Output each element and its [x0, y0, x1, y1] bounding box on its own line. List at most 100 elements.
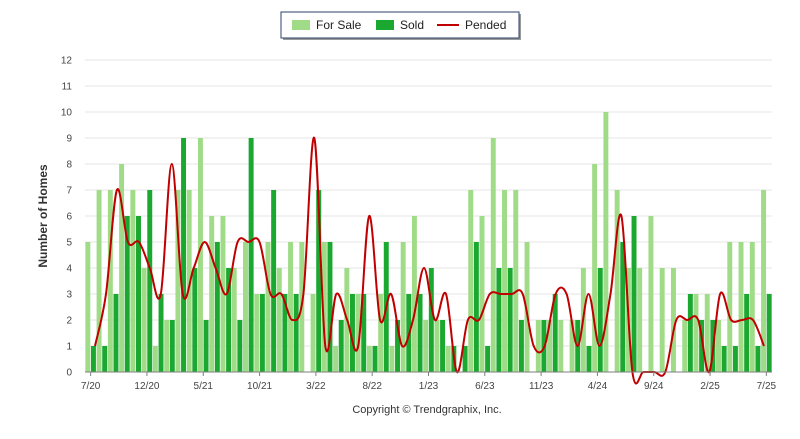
bar-sold — [113, 294, 119, 372]
y-tick-label: 2 — [66, 316, 72, 327]
y-axis-title: Number of Homes — [36, 164, 50, 268]
bar-sold — [327, 242, 333, 372]
bar-for-sale — [479, 216, 485, 372]
bar-sold — [496, 268, 502, 372]
y-tick-label: 12 — [61, 56, 73, 67]
bar-for-sale — [603, 112, 609, 372]
y-tick-label: 11 — [62, 82, 73, 93]
y-tick-label: 6 — [66, 212, 72, 223]
bar-sold — [699, 320, 705, 372]
bar-sold — [766, 294, 772, 372]
bar-for-sale — [265, 242, 271, 372]
bar-sold — [485, 346, 491, 372]
bar-sold — [282, 294, 288, 372]
bar-sold — [192, 268, 198, 372]
bar-sold — [755, 346, 761, 372]
bar-for-sale — [254, 294, 260, 372]
bar-for-sale — [716, 320, 721, 372]
bar-for-sale — [749, 242, 755, 372]
bar-for-sale — [400, 242, 406, 372]
bar-sold — [293, 294, 299, 372]
bar-sold — [631, 216, 637, 372]
y-tick-label: 5 — [66, 238, 72, 249]
bar-for-sale — [704, 294, 710, 372]
bar-for-sale — [682, 320, 688, 372]
bar-sold — [124, 216, 130, 372]
legend-box — [280, 11, 520, 39]
legend-label-sold: Sold — [400, 18, 424, 32]
bar-for-sale — [288, 242, 294, 372]
bar-sold — [248, 138, 254, 372]
bar-sold — [214, 242, 220, 372]
copyright-credit: Copyright © Trendgraphix, Inc. — [352, 404, 501, 416]
bar-for-sale — [738, 242, 744, 372]
x-tick-label: 4/24 — [588, 381, 608, 392]
bar-for-sale — [547, 320, 553, 372]
y-tick-label: 1 — [66, 342, 72, 353]
y-tick-label: 8 — [66, 160, 72, 171]
bar-for-sale — [85, 242, 91, 372]
bar-for-sale — [468, 190, 474, 372]
bar-for-sale — [209, 216, 215, 372]
bar-sold — [181, 138, 187, 372]
bar-sold — [102, 346, 108, 372]
bar-for-sale — [637, 268, 643, 372]
bar-for-sale — [220, 216, 226, 372]
bar-for-sale — [648, 216, 654, 372]
bar-sold — [158, 294, 164, 372]
bar-sold — [440, 320, 446, 372]
x-tick-label: 9/24 — [644, 381, 664, 392]
bar-for-sale — [445, 346, 451, 372]
bar-sold — [687, 294, 693, 372]
bar-sold — [169, 320, 175, 372]
x-tick-label: 2/25 — [700, 381, 720, 392]
bar-for-sale — [727, 242, 733, 372]
bar-for-sale — [186, 190, 192, 372]
bar-for-sale — [502, 190, 507, 372]
bar-for-sale — [670, 268, 676, 372]
bar-sold — [586, 346, 592, 372]
y-tick-label: 9 — [66, 134, 72, 145]
bar-series — [85, 112, 772, 372]
bar-sold — [395, 320, 401, 372]
legend-label-pended: Pended — [465, 18, 506, 32]
bar-for-sale — [197, 138, 203, 372]
bar-for-sale — [366, 346, 372, 372]
y-tick-label: 0 — [66, 368, 72, 379]
bar-for-sale — [659, 268, 665, 372]
bar-sold — [417, 294, 423, 372]
bar-sold — [428, 268, 434, 372]
bar-sold — [147, 190, 153, 372]
x-tick-label: 12/20 — [134, 381, 159, 392]
bar-for-sale — [434, 320, 440, 372]
bar-sold — [338, 320, 344, 372]
x-tick-label: 11/23 — [529, 381, 554, 392]
bar-sold — [552, 294, 558, 372]
bar-for-sale — [389, 346, 395, 372]
bar-for-sale — [119, 164, 125, 372]
bar-sold — [350, 294, 355, 372]
bar-sold — [237, 320, 243, 372]
bar-for-sale — [276, 268, 282, 372]
legend-swatch-sold — [376, 20, 394, 30]
y-tick-label: 4 — [66, 264, 72, 275]
x-tick-label: 8/22 — [362, 381, 382, 392]
bar-sold — [259, 294, 265, 372]
bar-sold — [721, 346, 727, 372]
bar-sold — [473, 242, 479, 372]
bar-for-sale — [96, 190, 102, 372]
x-tick-label: 3/22 — [306, 381, 326, 392]
bar-sold — [732, 346, 738, 372]
bar-sold — [136, 216, 141, 372]
bar-sold — [90, 346, 96, 372]
bar-for-sale — [423, 320, 429, 372]
x-tick-label: 10/21 — [247, 381, 272, 392]
y-tick-label: 7 — [66, 186, 72, 197]
bar-for-sale — [152, 346, 158, 372]
bar-sold — [518, 320, 524, 372]
x-tick-label: 6/23 — [475, 381, 495, 392]
legend: For Sale Sold Pended — [280, 11, 521, 40]
bar-for-sale — [355, 294, 361, 372]
x-tick-label: 7/25 — [757, 381, 777, 392]
